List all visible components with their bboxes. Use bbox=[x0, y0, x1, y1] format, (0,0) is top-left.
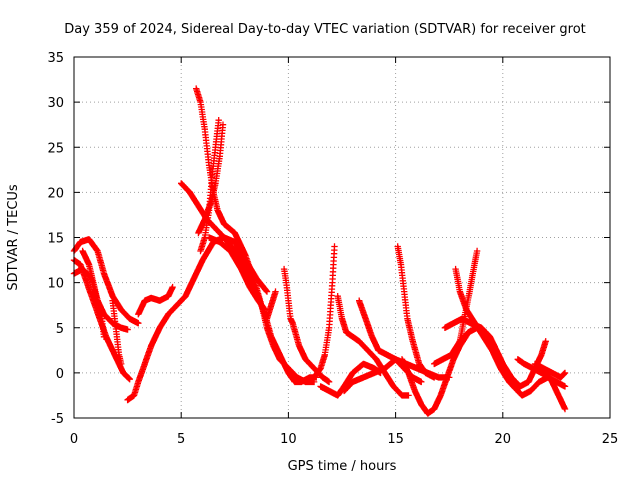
y-tick-label: -5 bbox=[51, 412, 64, 427]
series-arc-5 bbox=[109, 297, 125, 368]
series-arc-26 bbox=[514, 356, 569, 413]
series-arc-7 bbox=[135, 283, 176, 318]
series-arc-20 bbox=[394, 243, 438, 381]
x-tick-label: 15 bbox=[387, 432, 404, 447]
x-tick-label: 20 bbox=[495, 432, 512, 447]
series-arc-9 bbox=[193, 85, 318, 386]
chart-title: Day 359 of 2024, Sidereal Day-to-day VTE… bbox=[64, 22, 586, 37]
y-tick-label: 30 bbox=[47, 96, 64, 111]
x-tick-label: 5 bbox=[177, 432, 185, 447]
y-tick-label: 20 bbox=[47, 186, 64, 201]
series-arc-12 bbox=[205, 234, 268, 313]
y-tick-label: 35 bbox=[47, 51, 64, 66]
series-arc-11 bbox=[197, 117, 222, 255]
series-arc-4 bbox=[79, 247, 108, 340]
series-arc-13 bbox=[263, 288, 279, 322]
y-tick-label: 25 bbox=[47, 141, 64, 156]
x-tick-label: 25 bbox=[602, 432, 619, 447]
series-arc-27 bbox=[531, 360, 569, 381]
y-tick-label: 15 bbox=[47, 232, 64, 247]
y-tick-labels: -5 0 5 10 15 20 25 30 35 bbox=[47, 51, 64, 427]
y-axis-title: SDTVAR / TECUs bbox=[6, 184, 21, 291]
series-arc-25 bbox=[456, 247, 481, 345]
x-axis-title: GPS time / hours bbox=[288, 459, 397, 474]
x-tick-label: 0 bbox=[70, 432, 78, 447]
y-tick-label: 5 bbox=[56, 322, 64, 337]
x-tick-labels: 0 5 10 15 20 25 bbox=[70, 432, 618, 447]
x-tick-label: 10 bbox=[280, 432, 297, 447]
axis-ticks bbox=[73, 56, 611, 419]
series-arc-15 bbox=[310, 243, 338, 381]
y-tick-label: 0 bbox=[56, 367, 64, 382]
y-tick-label: 10 bbox=[47, 277, 64, 292]
